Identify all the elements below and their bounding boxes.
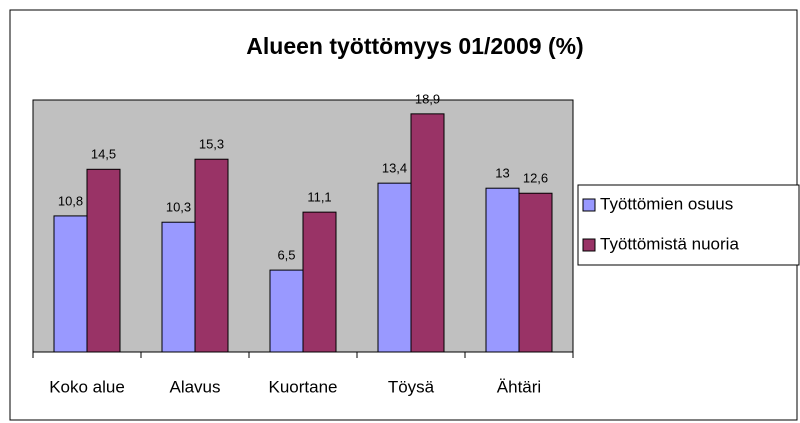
value-label: 15,3 (199, 137, 224, 152)
value-label: 14,5 (91, 147, 116, 162)
bar (410, 113, 445, 353)
bar (377, 182, 412, 353)
bar (53, 215, 88, 353)
bar (86, 168, 121, 353)
value-label: 10,8 (58, 193, 83, 208)
x-tick-label: Alavus (169, 377, 220, 396)
x-tick-label: Kuortane (269, 377, 338, 396)
legend-swatch (582, 238, 596, 252)
bar (269, 269, 304, 353)
value-label: 12,6 (523, 171, 548, 186)
bar (518, 192, 553, 353)
value-label: 18,9 (415, 91, 440, 106)
legend-label: Työttömistä nuoria (600, 234, 739, 253)
bar (485, 187, 520, 353)
legend-swatch (582, 198, 596, 212)
value-label: 11,1 (307, 190, 331, 205)
value-label: 10,3 (166, 200, 191, 215)
bar (194, 158, 229, 353)
value-label: 6,5 (277, 248, 295, 263)
bar (161, 221, 196, 353)
chart-title: Alueen työttömyys 01/2009 (%) (246, 33, 583, 59)
value-label: 13,4 (382, 161, 407, 176)
x-tick-label: Ähtäri (497, 377, 541, 396)
legend-label: Työttömien osuus (600, 194, 733, 213)
x-tick-label: Töysä (388, 377, 435, 396)
value-label: 13 (495, 166, 509, 181)
bar (302, 211, 337, 353)
x-tick-label: Koko alue (49, 377, 125, 396)
legend-box (577, 184, 800, 266)
